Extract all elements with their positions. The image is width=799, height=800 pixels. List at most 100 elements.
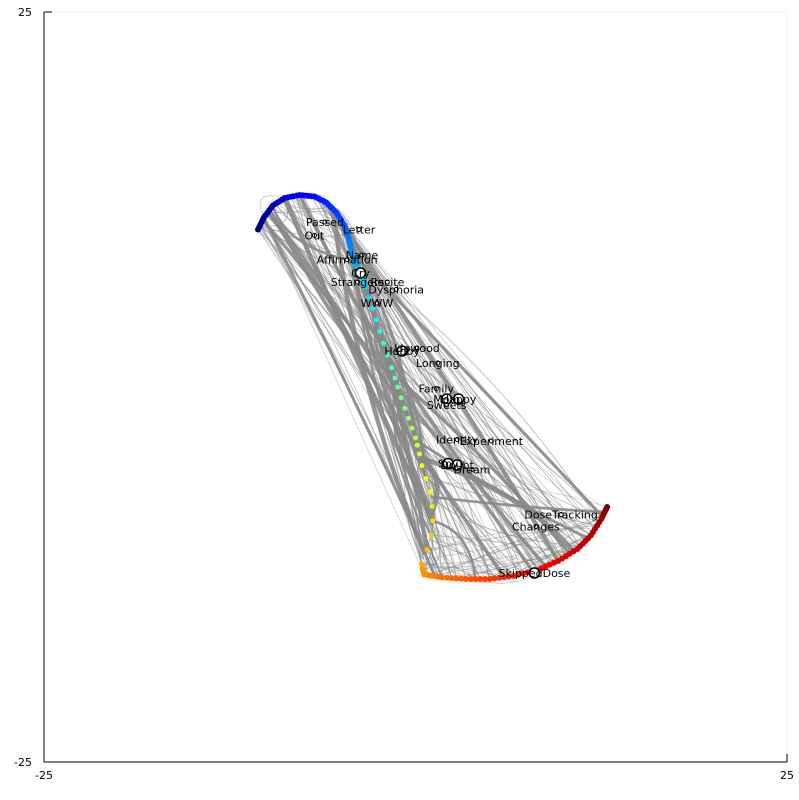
- arc-point: [448, 575, 455, 582]
- edge: [431, 525, 514, 577]
- node-label: Identity: [436, 434, 479, 447]
- edge: [438, 511, 605, 578]
- arc-point: [491, 575, 498, 582]
- nodes-layer: [312, 219, 564, 579]
- node-marker: [452, 393, 465, 405]
- node-label: Doubt: [440, 459, 474, 472]
- edge: [314, 196, 538, 571]
- node-label: Dysphoria: [368, 284, 424, 297]
- edge: [347, 235, 567, 557]
- edge: [330, 206, 596, 530]
- node-label: Mom: [433, 393, 460, 406]
- arc-point: [405, 415, 411, 421]
- arc-point: [429, 503, 435, 509]
- edge: [270, 207, 353, 255]
- arc-point: [413, 435, 418, 441]
- edge: [399, 394, 437, 577]
- node-marker: [433, 386, 439, 391]
- edge: [426, 525, 598, 551]
- node-label: Name: [346, 249, 379, 262]
- edge: [398, 390, 435, 517]
- arc-point: [409, 425, 415, 431]
- node-label: WWW: [361, 297, 394, 310]
- edge: [263, 217, 425, 575]
- arc-point: [363, 284, 369, 290]
- node-label: Family: [419, 383, 455, 396]
- node-label: Out: [305, 230, 326, 243]
- edge: [419, 459, 440, 513]
- node-marker: [451, 459, 463, 471]
- edge: [263, 217, 423, 567]
- arc-point: [477, 576, 484, 582]
- node-marker: [374, 300, 380, 306]
- edge: [297, 194, 548, 568]
- arc-point: [486, 576, 493, 582]
- x-tick-label-min: -25: [35, 769, 53, 782]
- axes: 25 -25 -25 25: [14, 6, 794, 782]
- arc-point: [501, 574, 508, 581]
- arc-point: [424, 547, 430, 553]
- arc-point: [389, 365, 395, 371]
- arc-point: [430, 518, 436, 524]
- arc-point: [419, 463, 425, 469]
- edge: [431, 537, 589, 577]
- edge: [260, 224, 355, 260]
- edge: [337, 215, 425, 575]
- arc-point: [505, 573, 512, 580]
- node-marker: [533, 524, 539, 529]
- arc-point: [377, 329, 383, 334]
- edge: [340, 219, 578, 550]
- node-marker: [393, 287, 399, 292]
- node-marker: [322, 219, 328, 225]
- arc-point: [366, 295, 372, 301]
- arc-point: [463, 576, 469, 582]
- edges-layer: [257, 194, 608, 584]
- node-label: Longing: [416, 357, 460, 370]
- edge: [383, 342, 603, 517]
- node-label: Spy: [438, 458, 459, 471]
- node-label: Letter: [343, 224, 376, 237]
- arc-point: [467, 576, 474, 582]
- edge: [402, 401, 574, 552]
- edge: [336, 217, 372, 306]
- arc-point: [423, 476, 429, 481]
- edge: [299, 194, 405, 406]
- edge: [417, 444, 589, 539]
- x-tick-label-max: 25: [780, 769, 794, 782]
- node-marker: [359, 252, 365, 258]
- edge: [262, 219, 462, 579]
- edge: [372, 308, 592, 536]
- edge: [302, 195, 481, 580]
- arc-point: [402, 405, 408, 411]
- edge: [429, 511, 453, 579]
- node-label: Passed: [306, 216, 344, 229]
- node-marker: [356, 227, 362, 232]
- arc-point: [510, 573, 517, 579]
- node-marker: [454, 437, 460, 442]
- edge: [426, 548, 528, 573]
- edge: [284, 197, 424, 470]
- node-marker: [312, 233, 317, 238]
- edge: [267, 209, 506, 579]
- node-label: Strangers: [331, 276, 385, 289]
- node-marker: [558, 512, 564, 517]
- node-label: Changes: [512, 521, 560, 534]
- arc-point: [453, 575, 460, 582]
- arc-point: [370, 305, 376, 311]
- arc-point: [482, 576, 488, 582]
- arc-point: [398, 395, 404, 401]
- node-label: Experiment: [460, 435, 524, 448]
- edge: [421, 535, 591, 565]
- edge: [415, 440, 555, 564]
- node-marker: [354, 267, 367, 279]
- y-tick-label-min: -25: [14, 756, 32, 769]
- edge: [350, 250, 604, 518]
- arc-point: [439, 574, 446, 581]
- edge: [392, 373, 572, 555]
- node-marker: [396, 345, 408, 357]
- arc-point: [416, 451, 422, 457]
- edge: [430, 534, 570, 555]
- arc-point: [428, 532, 434, 538]
- edge: [375, 319, 457, 579]
- arc-point: [515, 571, 522, 578]
